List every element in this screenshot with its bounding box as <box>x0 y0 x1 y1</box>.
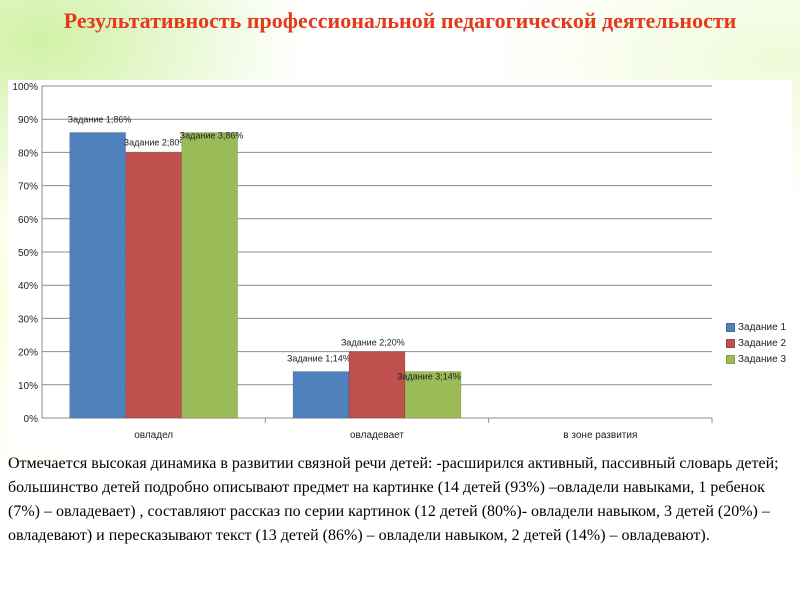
y-tick-label: 10% <box>18 381 38 392</box>
y-tick-label: 30% <box>18 314 38 325</box>
legend-item: Задание 3 <box>726 352 800 366</box>
y-tick-label: 90% <box>18 115 38 126</box>
bar <box>348 351 406 419</box>
y-tick-label: 40% <box>18 281 38 292</box>
data-label: Задание 3;14% <box>397 372 461 382</box>
bar <box>292 371 350 419</box>
data-label: Задание 2;20% <box>341 338 405 348</box>
bar <box>404 371 462 419</box>
data-label: Задание 2;80% <box>124 137 188 147</box>
x-tick-label: в зоне развития <box>563 430 637 441</box>
y-tick-label: 0% <box>24 414 39 425</box>
data-label: Задание 1;86% <box>68 114 132 124</box>
bar <box>181 131 239 419</box>
y-tick-label: 20% <box>18 348 38 359</box>
page-title: Результативность профессиональной педаго… <box>63 8 737 33</box>
bar-chart: 0% 10% 20% 30% 40% 50% 60% 70% 80% 90% 100% овладел… <box>12 82 713 441</box>
y-tick-label: 50% <box>18 248 38 259</box>
data-label: Задание 1;14% <box>287 354 351 364</box>
y-tick-label: 100% <box>12 82 38 93</box>
chart-panel: 0% 10% 20% 30% 40% 50% 60% 70% 80% 90% 100% овладел… <box>8 80 792 444</box>
chart-legend: Задание 1 Задание 2 Задание 3 <box>726 320 800 368</box>
y-tick-label: 70% <box>18 182 38 193</box>
data-label: Задание 3;86% <box>180 130 244 140</box>
y-tick-label: 80% <box>18 148 38 159</box>
x-tick-label: овладел <box>134 430 173 441</box>
bar <box>125 151 183 419</box>
legend-item: Задание 2 <box>726 336 800 350</box>
x-tick-label: овладевает <box>350 430 404 441</box>
legend-swatch <box>726 354 735 364</box>
legend-swatch <box>726 322 735 332</box>
description-text: Отмечается высокая динамика в развитии с… <box>8 455 779 544</box>
bar <box>69 131 127 419</box>
legend-item: Задание 1 <box>726 320 800 334</box>
legend-label: Задание 1 <box>738 321 787 333</box>
legend-label: Задание 3 <box>738 353 787 365</box>
y-tick-label: 60% <box>18 215 38 226</box>
legend-label: Задание 2 <box>738 337 787 349</box>
legend-swatch <box>726 338 735 348</box>
